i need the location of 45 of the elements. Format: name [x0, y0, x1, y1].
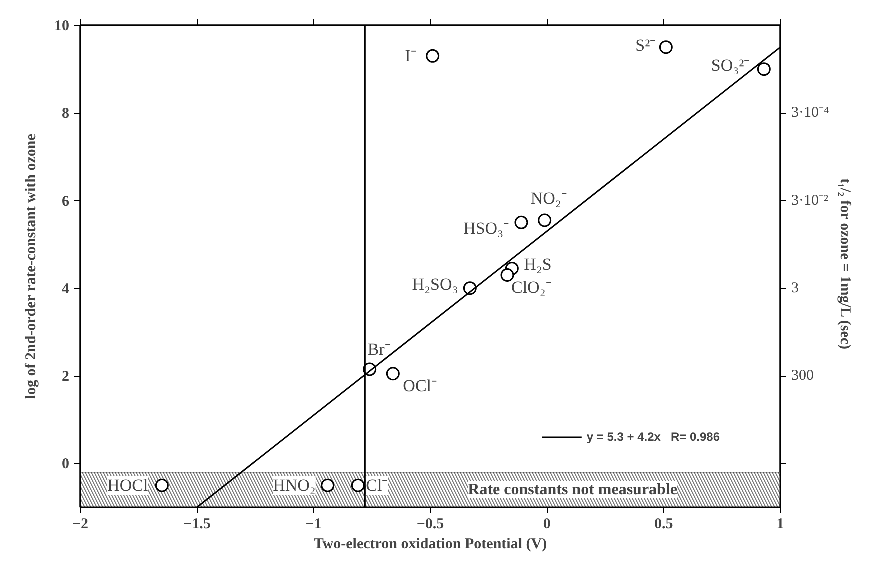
y-tick-label: 4 [62, 281, 70, 298]
annotation: OCl⁻ [403, 376, 438, 396]
x-axis-title: Two-electron oxidation Potential (V) [314, 536, 548, 552]
annotation: Cl⁻ [366, 476, 388, 496]
annotation: SO₃²⁻ [711, 56, 750, 75]
x-tick-label: 0 [543, 516, 551, 532]
point [757, 62, 771, 76]
y2-tick-label: 3·10⁻⁴ [792, 105, 830, 122]
point [538, 214, 552, 228]
point [426, 49, 440, 63]
x-tick-label: 1 [776, 516, 784, 532]
y2-axis-title: t₁/₂ for ozone = 1mg/L (sec) [837, 178, 854, 350]
y2-tick-label: 300 [792, 368, 814, 384]
annotation: HOCl [108, 476, 148, 496]
annotation: H₂S [524, 255, 552, 274]
y-tick-label: 0 [62, 456, 70, 473]
point [351, 478, 365, 492]
point [659, 40, 673, 54]
y-tick-label: 2 [62, 369, 70, 386]
point [514, 216, 528, 230]
x-tick-label: 0.5 [654, 516, 674, 532]
point [155, 478, 169, 492]
point [321, 478, 335, 492]
y-axis-title: log of 2nd-order rate-constant with ozone [24, 134, 40, 400]
annotation: H₂SO₃ [412, 274, 458, 294]
annotation: ClO₂⁻ [512, 278, 552, 297]
band-label: Rate constants not measurable [468, 481, 678, 498]
y-tick-label: 6 [62, 194, 70, 210]
annotation: NO₂⁻ [530, 188, 568, 208]
y2-tick-label: 3 [792, 280, 799, 296]
x-tick-label: −1 [306, 516, 322, 532]
annotation: Br⁻ [368, 340, 391, 359]
annotation: I⁻ [405, 46, 417, 66]
y-tick-label: 8 [62, 106, 70, 122]
legend-label: y = 5.3 + 4.2x R= 0.986 [586, 430, 720, 444]
annotation: HSO₃⁻ [464, 219, 510, 238]
x-tick-label: −2 [72, 516, 89, 532]
annotation: S²⁻ [636, 36, 656, 55]
point [500, 268, 514, 282]
y-tick-label: 10 [54, 18, 70, 34]
annotation: HNO₂ [273, 476, 316, 496]
point [386, 367, 400, 381]
y2-tick-label: 3·10⁻² [792, 192, 829, 209]
x-tick-label: −0.5 [416, 516, 444, 532]
x-tick-label: −1.5 [184, 516, 211, 532]
